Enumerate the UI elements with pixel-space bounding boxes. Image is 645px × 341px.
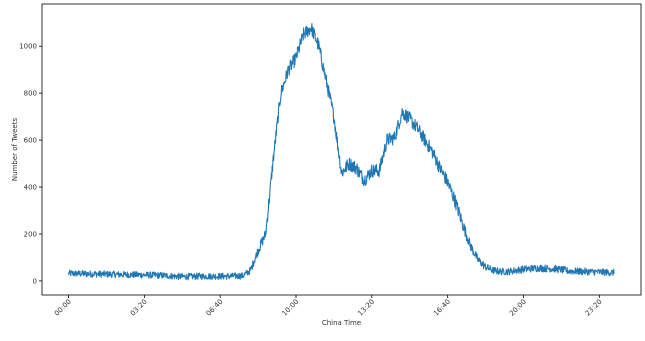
x-tick-label: 16:40: [432, 298, 452, 318]
y-tick-label: 1000: [19, 43, 37, 51]
y-axis: 0 200 400 600 800 1000: [19, 43, 42, 285]
x-tick-label: 13:20: [356, 298, 376, 318]
series-line: [67, 23, 615, 281]
x-tick-label: 06:40: [205, 298, 225, 318]
x-axis-label: China Time: [322, 319, 361, 327]
y-tick-label: 400: [24, 184, 37, 192]
y-tick-label: 0: [33, 277, 37, 285]
y-tick-label: 200: [24, 230, 37, 238]
y-tick-label: 800: [24, 90, 37, 98]
series-layer: [67, 23, 615, 281]
x-tick-label: 23:20: [584, 298, 604, 318]
x-tick-label: 00:00: [53, 298, 73, 318]
y-axis-label: Number of Tweets: [11, 118, 19, 182]
x-tick-label: 03:20: [129, 298, 149, 318]
x-tick-label: 10:00: [280, 298, 300, 318]
x-tick-label: 20:00: [508, 298, 528, 318]
x-axis: 00:00 03:20 06:40 10:00 13:20 16:40 20:00 23:20: [53, 295, 604, 318]
plot-frame: [41, 3, 642, 296]
plot-background: [42, 4, 641, 295]
y-tick-label: 600: [24, 137, 37, 145]
